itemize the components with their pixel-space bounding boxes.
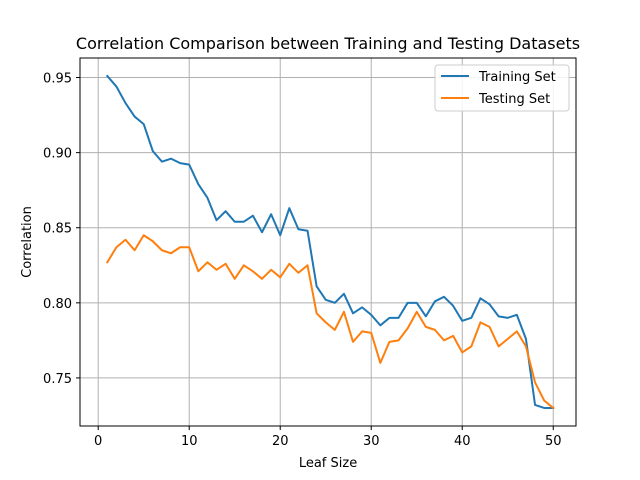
series-lines — [105, 74, 555, 410]
y-tick-label: 0.95 — [43, 72, 72, 87]
y-axis-ticks: 0.75 0.80 0.85 0.90 0.95 — [43, 72, 80, 387]
x-tick-label: 40 — [454, 434, 471, 449]
y-tick-label: 0.90 — [43, 147, 72, 162]
series-line-testing — [105, 234, 555, 410]
legend-label-training: Training Set — [478, 70, 556, 85]
x-axis-label: Leaf Size — [299, 456, 357, 471]
x-tick-label: 30 — [363, 434, 380, 449]
plot-area-frame — [79, 57, 577, 427]
x-tick-label: 0 — [94, 434, 102, 449]
y-tick-label: 0.75 — [43, 372, 72, 387]
x-tick-label: 10 — [181, 434, 198, 449]
x-tick-label: 20 — [272, 434, 289, 449]
series-line-training — [105, 74, 555, 409]
x-tick-label: 50 — [545, 434, 562, 449]
y-tick-label: 0.85 — [43, 222, 72, 237]
y-axis-label: Correlation — [20, 206, 35, 278]
chart-title: Correlation Comparison between Training … — [76, 34, 580, 53]
x-axis-ticks: 0 10 20 30 40 50 — [94, 426, 562, 449]
legend-label-testing: Testing Set — [478, 92, 550, 107]
legend: Training Set Testing Set — [434, 64, 570, 112]
y-tick-label: 0.80 — [43, 297, 72, 312]
